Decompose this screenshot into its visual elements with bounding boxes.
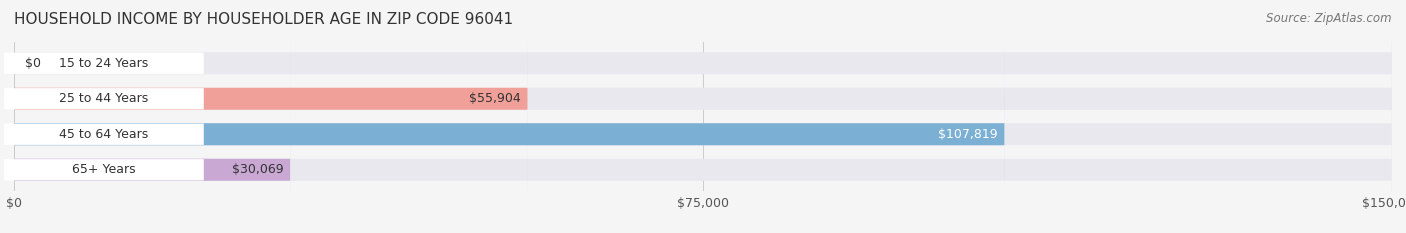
Text: $30,069: $30,069 — [232, 163, 284, 176]
FancyBboxPatch shape — [4, 0, 204, 233]
Text: 45 to 64 Years: 45 to 64 Years — [59, 128, 149, 141]
Text: $55,904: $55,904 — [470, 92, 520, 105]
FancyBboxPatch shape — [14, 0, 1004, 233]
Text: $0: $0 — [25, 57, 41, 70]
Text: 65+ Years: 65+ Years — [72, 163, 136, 176]
FancyBboxPatch shape — [4, 0, 204, 233]
FancyBboxPatch shape — [4, 0, 204, 233]
Text: $107,819: $107,819 — [938, 128, 998, 141]
FancyBboxPatch shape — [14, 0, 1392, 233]
FancyBboxPatch shape — [14, 0, 1392, 233]
FancyBboxPatch shape — [14, 0, 290, 233]
Text: HOUSEHOLD INCOME BY HOUSEHOLDER AGE IN ZIP CODE 96041: HOUSEHOLD INCOME BY HOUSEHOLDER AGE IN Z… — [14, 12, 513, 27]
Text: 25 to 44 Years: 25 to 44 Years — [59, 92, 149, 105]
Text: Source: ZipAtlas.com: Source: ZipAtlas.com — [1267, 12, 1392, 25]
FancyBboxPatch shape — [14, 0, 527, 233]
Text: 15 to 24 Years: 15 to 24 Years — [59, 57, 149, 70]
FancyBboxPatch shape — [4, 0, 204, 233]
FancyBboxPatch shape — [14, 0, 1392, 233]
FancyBboxPatch shape — [14, 0, 1392, 233]
